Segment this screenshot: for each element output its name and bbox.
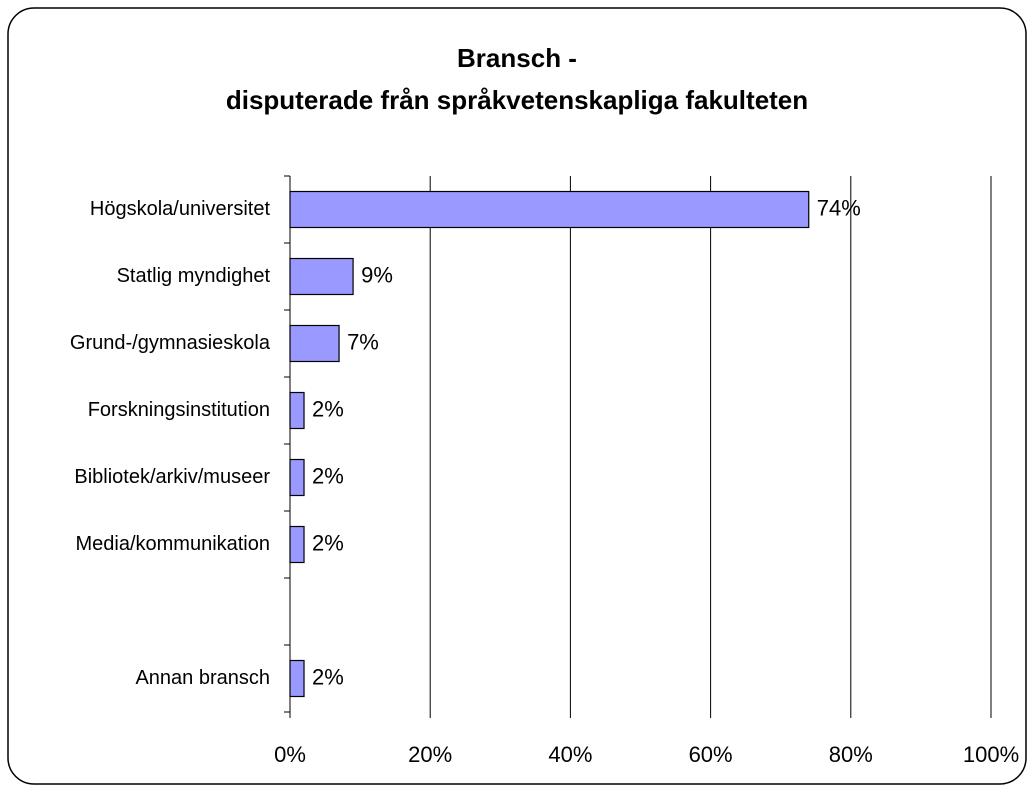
x-tick-label: 80% xyxy=(829,742,873,767)
y-tick-label: Annan bransch xyxy=(135,667,270,689)
y-tick-label: Bibliotek/arkiv/museer xyxy=(74,466,270,488)
data-label: 2% xyxy=(312,664,344,689)
bar xyxy=(289,458,305,497)
chart-title: disputerade från språkvetenskapliga faku… xyxy=(226,85,808,115)
bar xyxy=(289,659,305,698)
y-tick-label: Statlig myndighet xyxy=(117,265,271,287)
data-label: 2% xyxy=(312,530,344,555)
x-tick-label: 20% xyxy=(408,742,452,767)
y-tick-label: Media/kommunikation xyxy=(75,533,270,555)
x-tick-label: 0% xyxy=(274,742,306,767)
data-label: 9% xyxy=(361,262,393,287)
data-label: 2% xyxy=(312,463,344,488)
x-tick-label: 40% xyxy=(548,742,592,767)
x-tick-label: 100% xyxy=(963,742,1019,767)
x-tick-label: 60% xyxy=(689,742,733,767)
data-label: 74% xyxy=(817,195,861,220)
y-tick-label: Grund-/gymnasieskola xyxy=(70,332,271,354)
bar xyxy=(289,257,354,296)
bar xyxy=(289,525,305,564)
bar xyxy=(289,324,340,363)
bar xyxy=(289,391,305,430)
y-tick-label: Högskola/universitet xyxy=(90,198,271,220)
chart-title: Bransch - xyxy=(457,43,577,73)
bar xyxy=(289,190,810,229)
y-tick-label: Forskningsinstitution xyxy=(88,399,270,421)
data-label: 2% xyxy=(312,396,344,421)
data-label: 7% xyxy=(347,329,379,354)
